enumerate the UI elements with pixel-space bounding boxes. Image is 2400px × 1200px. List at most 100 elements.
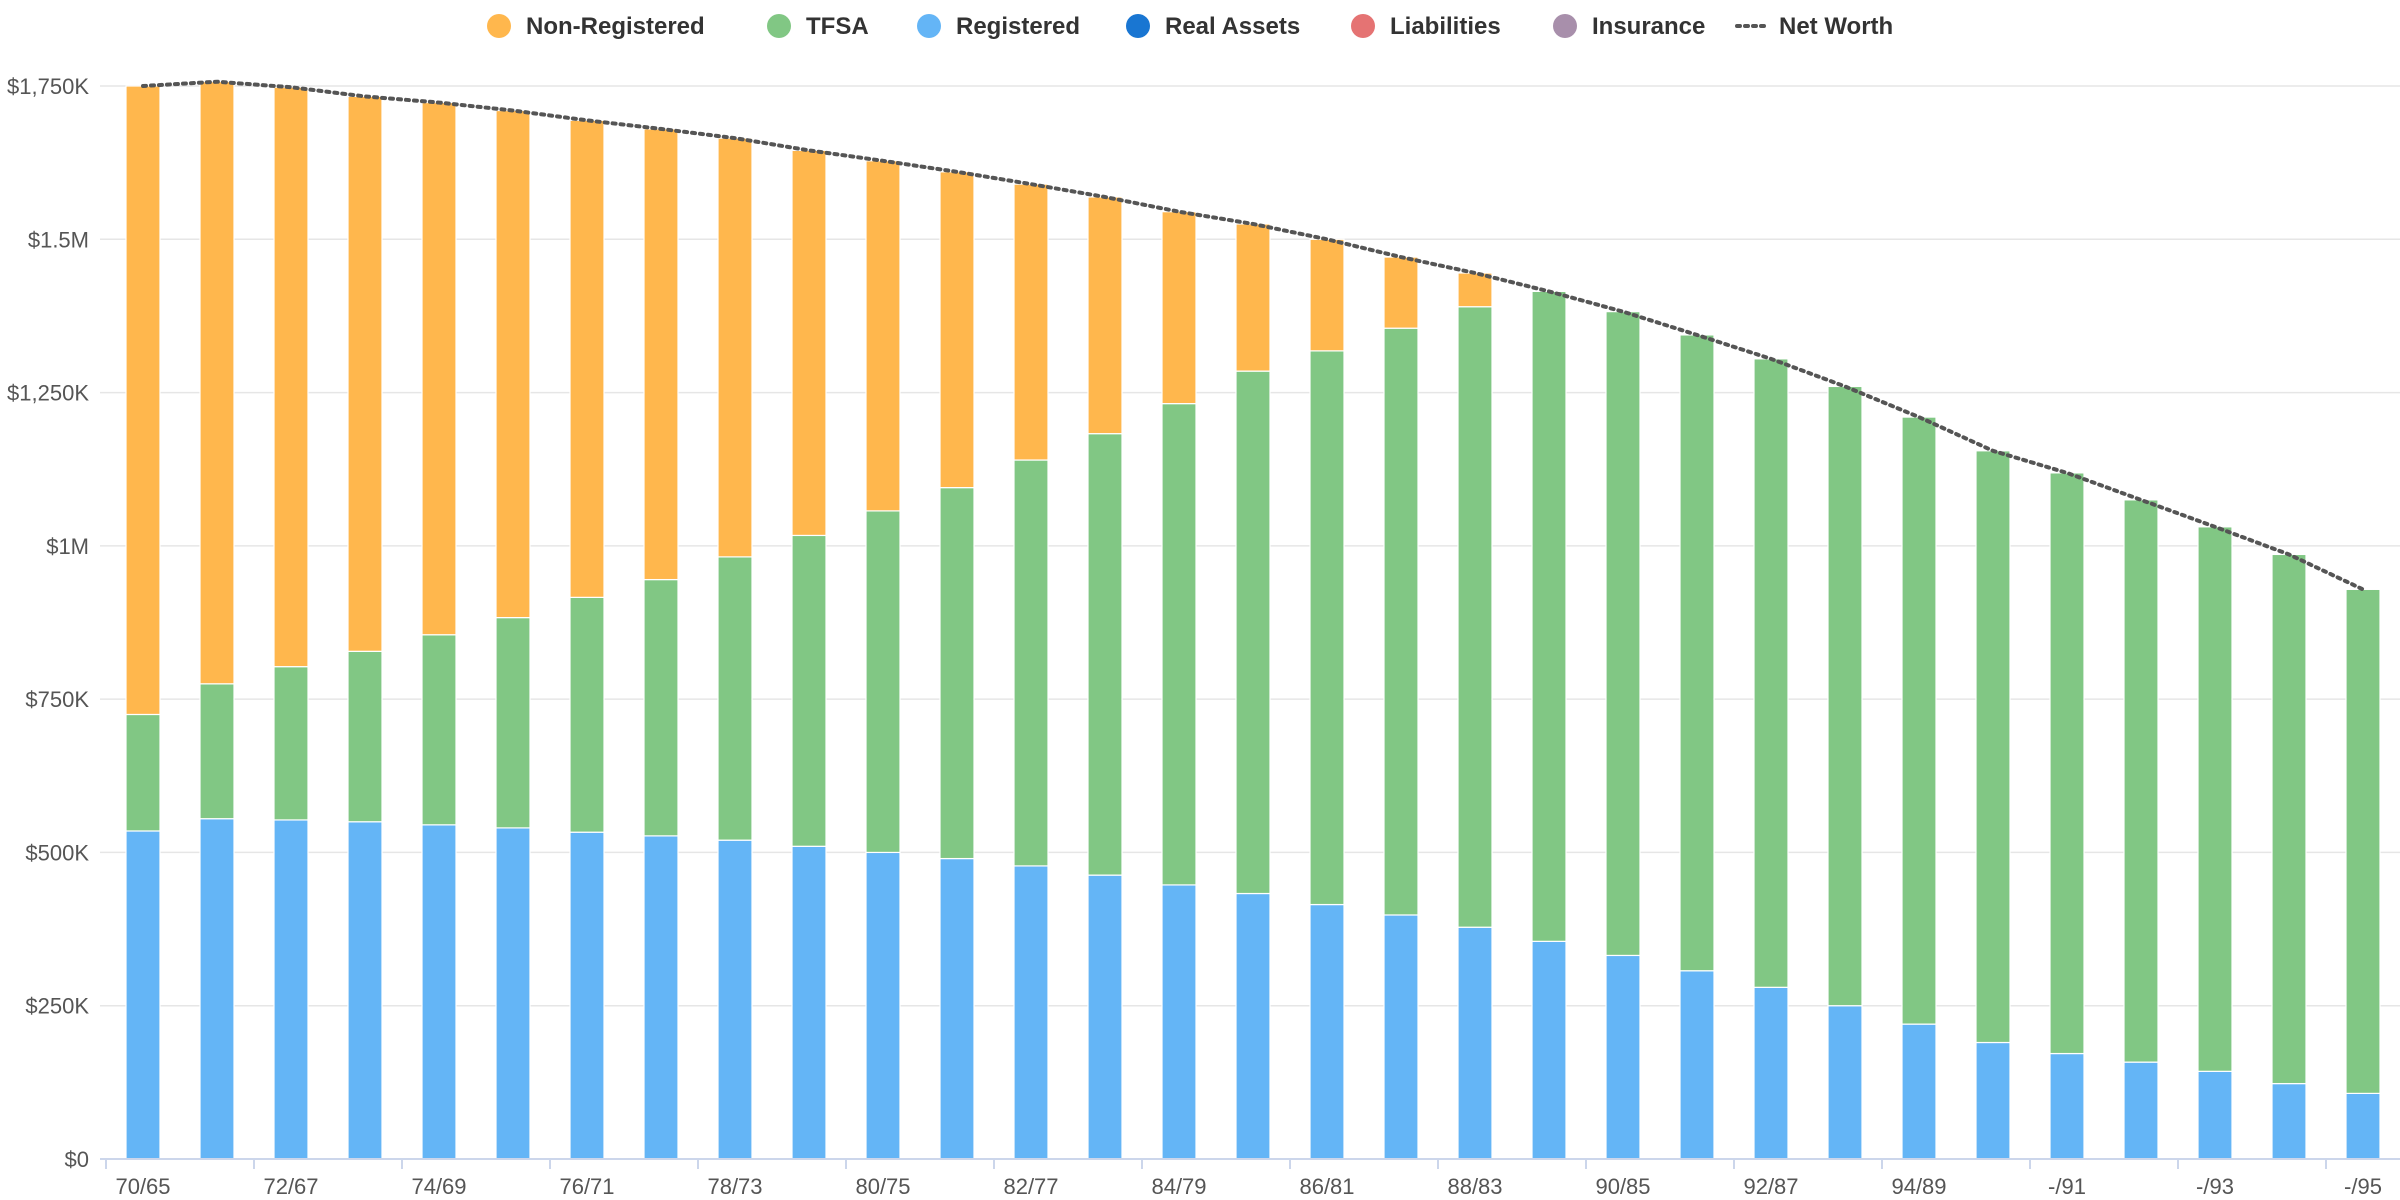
bar-segment-tfsa[interactable] bbox=[421, 634, 457, 826]
legend: Non-Registered TFSA Registered Real Assets L… bbox=[487, 13, 1893, 40]
bar-segment-tfsa[interactable] bbox=[643, 578, 679, 837]
legend-item-registered[interactable]: Registered bbox=[917, 13, 1080, 40]
legend-item-liabilities[interactable]: Liabilities bbox=[1351, 13, 1501, 40]
bar-segment-non-registered[interactable] bbox=[1235, 223, 1271, 372]
bar-segment-registered[interactable] bbox=[865, 851, 901, 1160]
bar-segment-tfsa[interactable] bbox=[1457, 306, 1493, 928]
bar-segment-tfsa[interactable] bbox=[199, 683, 235, 820]
bar-segment-non-registered[interactable] bbox=[1161, 211, 1197, 405]
bar-segment-non-registered[interactable] bbox=[1383, 256, 1419, 329]
bar-segment-non-registered[interactable] bbox=[865, 160, 901, 512]
bar-segment-tfsa[interactable] bbox=[1161, 403, 1197, 886]
bar-segment-non-registered[interactable] bbox=[495, 109, 531, 619]
bar-segment-registered[interactable] bbox=[421, 824, 457, 1160]
x-tick-label: 78/73 bbox=[707, 1174, 762, 1199]
bar-segment-non-registered[interactable] bbox=[1087, 196, 1123, 435]
bar-segment-tfsa[interactable] bbox=[1235, 370, 1271, 895]
bar-segment-tfsa[interactable] bbox=[1753, 358, 1789, 988]
bar-segment-registered[interactable] bbox=[1605, 954, 1641, 1160]
x-tick-label: 90/85 bbox=[1595, 1174, 1650, 1199]
bar-segment-tfsa[interactable] bbox=[791, 534, 827, 847]
x-tick-label: -/95 bbox=[2344, 1174, 2382, 1199]
bar-segment-registered[interactable] bbox=[2123, 1061, 2159, 1160]
legend-item-insurance[interactable]: Insurance bbox=[1553, 13, 1705, 40]
bar-segment-tfsa[interactable] bbox=[1383, 327, 1419, 916]
bar-segment-registered[interactable] bbox=[2049, 1052, 2085, 1160]
legend-marker-non-registered bbox=[487, 14, 511, 38]
bar-segment-non-registered[interactable] bbox=[273, 86, 309, 668]
bar-segment-tfsa[interactable] bbox=[2345, 588, 2381, 1094]
legend-item-tfsa[interactable]: TFSA bbox=[767, 13, 869, 40]
bar-segment-tfsa[interactable] bbox=[2049, 472, 2085, 1055]
bar-segment-tfsa[interactable] bbox=[1605, 311, 1641, 957]
bar-segment-registered[interactable] bbox=[1087, 874, 1123, 1160]
bar-segment-registered[interactable] bbox=[1235, 892, 1271, 1160]
legend-item-non-registered[interactable]: Non-Registered bbox=[487, 13, 705, 40]
bar-segment-tfsa[interactable] bbox=[1013, 459, 1049, 867]
legend-label: Registered bbox=[956, 13, 1080, 40]
bar-segment-registered[interactable] bbox=[1161, 884, 1197, 1160]
bar-segment-registered[interactable] bbox=[1975, 1041, 2011, 1160]
bar-segment-non-registered[interactable] bbox=[939, 171, 975, 489]
bar-segment-non-registered[interactable] bbox=[569, 119, 605, 598]
bar-segment-non-registered[interactable] bbox=[199, 81, 235, 685]
bar-segment-registered[interactable] bbox=[1901, 1023, 1937, 1160]
bar-segment-non-registered[interactable] bbox=[643, 128, 679, 581]
bar-segment-registered[interactable] bbox=[1753, 986, 1789, 1160]
bar-segment-tfsa[interactable] bbox=[2123, 499, 2159, 1063]
bar-segment-non-registered[interactable] bbox=[125, 85, 161, 716]
bar-segment-registered[interactable] bbox=[791, 845, 827, 1160]
legend-item-net-worth[interactable]: Net Worth bbox=[1735, 13, 1893, 40]
bar-segment-tfsa[interactable] bbox=[1679, 334, 1715, 972]
y-axis-ticks: $0 $250K $500K $750K $1M $1,250K $1.5M $1,750K bbox=[7, 74, 89, 1172]
bar-segment-registered[interactable] bbox=[2271, 1082, 2307, 1160]
bar-segment-registered[interactable] bbox=[643, 835, 679, 1160]
bar-segment-tfsa[interactable] bbox=[2271, 553, 2307, 1085]
bar-segment-tfsa[interactable] bbox=[347, 650, 383, 823]
bar-segment-registered[interactable] bbox=[1679, 970, 1715, 1160]
bar-segment-tfsa[interactable] bbox=[939, 487, 975, 860]
bar-segment-tfsa[interactable] bbox=[1827, 385, 1863, 1007]
net-worth-line[interactable] bbox=[141, 79, 2365, 592]
bar-segment-non-registered[interactable] bbox=[347, 95, 383, 652]
bar-segment-non-registered[interactable] bbox=[1457, 272, 1493, 308]
bar-segment-tfsa[interactable] bbox=[1531, 290, 1567, 942]
bar-segment-tfsa[interactable] bbox=[717, 556, 753, 841]
bar-segment-tfsa[interactable] bbox=[495, 616, 531, 829]
bar-segment-registered[interactable] bbox=[2197, 1070, 2233, 1160]
bar-segment-non-registered[interactable] bbox=[1309, 238, 1345, 352]
bar-segment-registered[interactable] bbox=[347, 821, 383, 1160]
legend-item-real-assets[interactable]: Real Assets bbox=[1126, 13, 1300, 40]
bar-segment-tfsa[interactable] bbox=[569, 596, 605, 833]
bar-segment-registered[interactable] bbox=[199, 818, 235, 1160]
bar-segment-registered[interactable] bbox=[1383, 914, 1419, 1160]
bar-segment-registered[interactable] bbox=[495, 827, 531, 1160]
bar-segment-registered[interactable] bbox=[569, 831, 605, 1160]
bar-segment-non-registered[interactable] bbox=[421, 101, 457, 636]
legend-label: TFSA bbox=[806, 13, 869, 40]
bar-segment-registered[interactable] bbox=[1531, 940, 1567, 1160]
bar-segment-registered[interactable] bbox=[273, 819, 309, 1160]
bar-segment-non-registered[interactable] bbox=[717, 137, 753, 558]
bar-segment-registered[interactable] bbox=[1013, 865, 1049, 1160]
bar-segment-tfsa[interactable] bbox=[273, 666, 309, 821]
bar-segment-tfsa[interactable] bbox=[1309, 350, 1345, 906]
legend-label: Liabilities bbox=[1390, 13, 1501, 40]
bar-segment-registered[interactable] bbox=[1827, 1005, 1863, 1160]
bar-segment-registered[interactable] bbox=[1309, 903, 1345, 1160]
bar-segment-tfsa[interactable] bbox=[1901, 416, 1937, 1025]
bar-segment-registered[interactable] bbox=[939, 857, 975, 1160]
bar-segment-tfsa[interactable] bbox=[865, 510, 901, 854]
legend-label: Real Assets bbox=[1165, 13, 1300, 40]
bar-segment-registered[interactable] bbox=[2345, 1092, 2381, 1160]
bar-segment-tfsa[interactable] bbox=[125, 713, 161, 832]
bar-segment-registered[interactable] bbox=[717, 839, 753, 1160]
bar-segment-tfsa[interactable] bbox=[1975, 450, 2011, 1044]
bar-segment-tfsa[interactable] bbox=[1087, 433, 1123, 876]
bar-segment-non-registered[interactable] bbox=[1013, 183, 1049, 461]
bar-segment-non-registered[interactable] bbox=[791, 149, 827, 537]
bar-segment-registered[interactable] bbox=[125, 830, 161, 1160]
bar-segment-tfsa[interactable] bbox=[2197, 526, 2233, 1072]
bar-segment-registered[interactable] bbox=[1457, 926, 1493, 1160]
x-tick-label: -/93 bbox=[2196, 1174, 2234, 1199]
